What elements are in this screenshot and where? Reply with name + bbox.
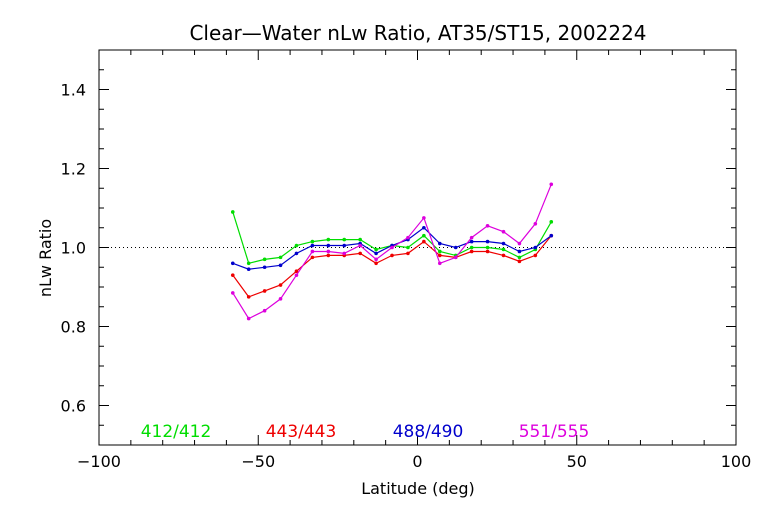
data-point <box>230 273 235 277</box>
data-point <box>437 249 442 254</box>
data-point <box>374 261 378 266</box>
data-point <box>278 255 283 260</box>
data-point <box>485 249 490 254</box>
plot-area <box>99 182 736 321</box>
data-point <box>310 239 315 244</box>
x-tick-label: −50 <box>241 452 275 471</box>
data-point <box>517 241 522 246</box>
data-point <box>469 245 474 250</box>
data-point <box>549 233 554 238</box>
data-point <box>262 265 267 270</box>
data-point <box>517 255 522 260</box>
data-point <box>390 245 394 250</box>
data-point <box>374 247 378 252</box>
data-point <box>342 237 347 242</box>
data-point <box>549 182 554 187</box>
y-tick-label: 1.2 <box>61 160 86 179</box>
data-point <box>294 251 299 256</box>
data-point <box>294 269 299 274</box>
data-point <box>469 235 474 240</box>
data-point <box>278 283 283 287</box>
data-point <box>262 289 267 293</box>
data-point <box>230 210 235 214</box>
data-point <box>358 237 362 242</box>
series-4 <box>230 182 554 321</box>
data-point <box>422 239 426 244</box>
data-point <box>310 243 315 248</box>
data-point <box>246 295 251 299</box>
data-point <box>278 297 283 301</box>
data-point <box>437 241 442 246</box>
data-point <box>230 291 235 295</box>
data-point <box>294 273 299 277</box>
data-point <box>422 216 426 220</box>
data-point <box>358 251 362 256</box>
data-point <box>326 249 331 254</box>
data-point <box>262 257 267 262</box>
x-tick-label: −100 <box>77 452 121 471</box>
data-point <box>230 261 235 266</box>
data-point <box>326 253 331 258</box>
data-point <box>501 253 506 258</box>
data-point <box>485 223 490 228</box>
data-point <box>390 253 394 258</box>
series-2 <box>230 233 554 299</box>
plot-frame <box>98 49 737 446</box>
x-tick-label: 50 <box>567 452 587 471</box>
data-point <box>406 251 410 256</box>
data-point <box>437 253 442 258</box>
legend: 412/412 443/443 488/490 551/555 <box>141 422 590 442</box>
data-point <box>469 239 474 244</box>
data-point <box>485 245 490 250</box>
data-point <box>533 245 538 250</box>
data-point <box>278 263 283 268</box>
data-point <box>294 243 299 248</box>
data-point <box>549 220 554 224</box>
data-point <box>358 243 362 248</box>
y-tick-label: 0.6 <box>61 397 86 416</box>
y-axis-label: nLw Ratio <box>36 219 55 297</box>
data-point <box>517 249 522 254</box>
data-point <box>342 243 347 248</box>
data-point <box>533 222 538 226</box>
data-point <box>453 255 458 260</box>
data-point <box>501 229 506 234</box>
data-point <box>246 267 251 272</box>
data-point <box>262 308 267 313</box>
x-axis-label: Latitude (deg) <box>361 479 475 498</box>
data-point <box>422 225 426 230</box>
data-point <box>246 261 251 266</box>
data-point <box>326 243 331 248</box>
legend-entry: 488/490 <box>393 422 464 442</box>
data-point <box>517 259 522 264</box>
chart-title: Clear—Water nLw Ratio, AT35/ST15, 200222… <box>189 21 646 45</box>
legend-entry: 412/412 <box>141 422 212 442</box>
data-point <box>326 237 331 242</box>
data-point <box>310 255 315 260</box>
y-tick-label: 1.4 <box>61 81 86 100</box>
data-point <box>485 239 490 244</box>
data-point <box>453 245 458 250</box>
axes: −100 −50 0 50 100 0.6 0.8 1.0 1.2 1.4 <box>61 49 752 471</box>
data-point <box>342 251 347 256</box>
data-point <box>469 249 474 254</box>
data-point <box>406 245 410 250</box>
data-point <box>406 235 410 240</box>
data-point <box>501 247 506 252</box>
data-point <box>437 261 442 266</box>
x-tick-label: 0 <box>412 452 422 471</box>
x-tick-label: 100 <box>721 452 752 471</box>
data-point <box>310 249 315 254</box>
y-tick-label: 1.0 <box>61 239 86 258</box>
data-point <box>374 251 378 256</box>
data-point <box>422 233 426 238</box>
data-point <box>533 253 538 258</box>
legend-entry: 551/555 <box>519 422 590 442</box>
legend-entry: 443/443 <box>266 422 337 442</box>
data-point <box>501 241 506 246</box>
data-point <box>374 257 378 262</box>
y-tick-label: 0.8 <box>61 318 86 337</box>
data-point <box>246 316 251 321</box>
